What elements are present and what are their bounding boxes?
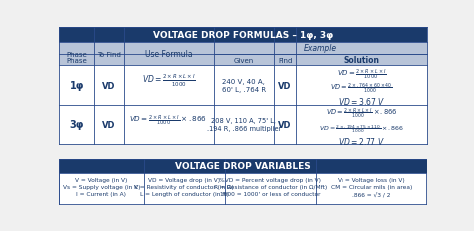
Text: VD: VD [278,81,292,90]
Text: Phase: Phase [66,57,87,63]
Text: VD: VD [102,120,116,129]
Text: $VD = 2.77\ V$: $VD = 2.77\ V$ [338,136,385,147]
FancyBboxPatch shape [59,28,427,43]
Text: $VD = \frac{2 \times R \times L \times I}{1000}$: $VD = \frac{2 \times R \times L \times I… [337,67,386,81]
Text: Phase: Phase [66,52,87,58]
Text: $VD = 3.67\ V$: $VD = 3.67\ V$ [337,96,385,107]
Text: VOLTAGE DROP FORMULAS – 1φ, 3φ: VOLTAGE DROP FORMULAS – 1φ, 3φ [153,31,333,40]
Text: Solution: Solution [343,56,379,65]
Text: $VD = \frac{2 \times R \times L \times I}{1000} \times .866$: $VD = \frac{2 \times R \times L \times I… [129,113,208,127]
Text: VD = Voltage drop (in V)
K = Resistivity of conductor (in Ω)
L = Length of condu: VD = Voltage drop (in V) K = Resistivity… [134,177,234,196]
Text: Given: Given [234,57,254,63]
FancyBboxPatch shape [59,159,427,206]
FancyBboxPatch shape [296,55,427,66]
FancyBboxPatch shape [213,43,427,55]
FancyBboxPatch shape [59,28,427,144]
Text: VOLTAGE DROP VARIABLES: VOLTAGE DROP VARIABLES [175,161,311,170]
FancyBboxPatch shape [274,55,296,66]
FancyBboxPatch shape [59,55,94,66]
Text: $VD = \frac{2 \times R \times L \times I}{1000}$: $VD = \frac{2 \times R \times L \times I… [142,73,195,89]
Text: 3φ: 3φ [70,120,84,130]
Text: Example: Example [303,44,337,53]
FancyBboxPatch shape [59,159,427,173]
Text: 240 V, 40 A,
60' L, .764 R: 240 V, 40 A, 60' L, .764 R [222,79,266,93]
FancyBboxPatch shape [59,43,94,66]
FancyBboxPatch shape [59,66,427,105]
Text: $VD = \frac{2 \times .764 \times 60 \times 40}{1000}$: $VD = \frac{2 \times .764 \times 60 \tim… [330,81,393,95]
Text: %VD = Percent voltage drop (in V)
R = Resistance of conductor (in Ω/Mft)
1000 = : %VD = Percent voltage drop (in V) R = Re… [214,177,327,196]
Text: 1φ: 1φ [70,81,84,91]
Text: $VD = \frac{2 \times .194 \times 75 \times 110}{1000} \times .866$: $VD = \frac{2 \times .194 \times 75 \tim… [319,123,404,134]
FancyBboxPatch shape [94,43,124,66]
Text: V = Voltage (in V)
Vs = Supply voltage (in V)
I = Current (in A): V = Voltage (in V) Vs = Supply voltage (… [63,177,140,196]
Text: 208 V, 110 A, 75' L,
.194 R, .866 multiplier: 208 V, 110 A, 75' L, .194 R, .866 multip… [207,118,281,132]
Text: VD: VD [102,81,116,90]
Text: Use Formula: Use Formula [145,50,192,59]
FancyBboxPatch shape [213,55,274,66]
FancyBboxPatch shape [59,105,427,144]
FancyBboxPatch shape [124,43,213,66]
Text: VD: VD [278,120,292,129]
Text: To Find: To Find [97,52,121,58]
Text: Find: Find [278,57,292,63]
Text: $VD = \frac{2 \times R \times L \times I}{1000} \times .866$: $VD = \frac{2 \times R \times L \times I… [326,106,397,120]
Text: Vₗ = Voltage loss (in V)
CM = Circular mils (in area)
.866 = √3 / 2: Vₗ = Voltage loss (in V) CM = Circular m… [331,177,412,197]
